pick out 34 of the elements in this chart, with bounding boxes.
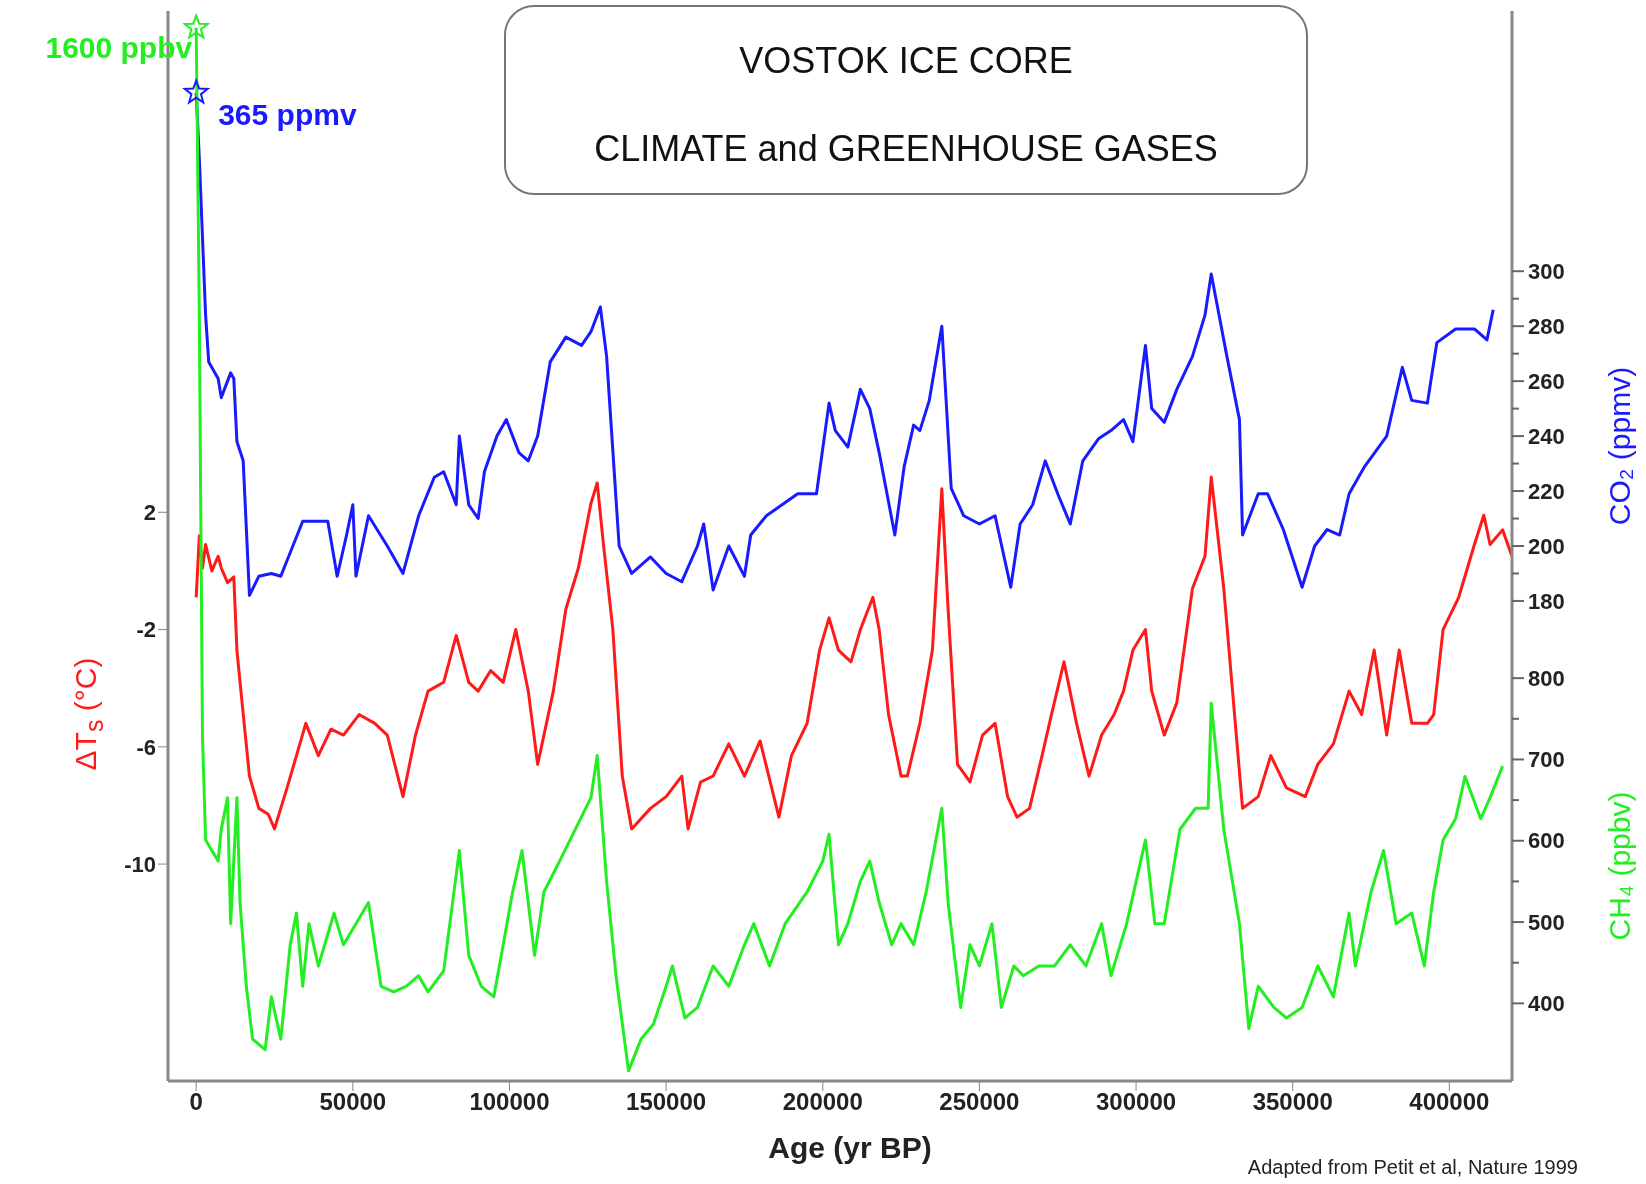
y2-tick-label: 300 — [1528, 258, 1565, 284]
x-axis-title: Age (yr BP) — [768, 1131, 932, 1165]
annotation: 365 ppmv — [218, 97, 357, 131]
x-tick-label: 350000 — [1252, 1088, 1333, 1116]
y2-tick-label: 200 — [1528, 533, 1565, 559]
text: Adapted from Petit et al, Nature 1999 — [1247, 1156, 1578, 1179]
y3-tick-label: 400 — [1528, 991, 1565, 1017]
y2-tick-label: 260 — [1528, 368, 1565, 394]
y-tick-label: -2 — [136, 617, 156, 643]
y3-tick-label: 500 — [1528, 909, 1565, 935]
line-series — [194, 475, 1512, 831]
y2-tick-label: 280 — [1528, 313, 1565, 339]
y2-tick-label: 220 — [1528, 478, 1565, 504]
y-tick-label: -10 — [124, 851, 156, 877]
x-tick-label: 300000 — [1096, 1088, 1177, 1116]
text: VOSTOK ICE CORE — [738, 40, 1074, 82]
y-tick-label: 2 — [143, 500, 156, 526]
x-tick-label: 250000 — [939, 1088, 1020, 1116]
x-tick-label: 100000 — [469, 1088, 550, 1116]
annotation: 1600 ppbv — [45, 30, 193, 64]
y2-tick-label: 240 — [1528, 423, 1565, 449]
x-tick-label: 0 — [189, 1088, 203, 1116]
x-tick-label: 50000 — [319, 1088, 387, 1116]
y3-tick-label: 700 — [1528, 747, 1565, 773]
y3-axis-title: CH₄ (ppbv) — [1603, 791, 1637, 941]
x-tick-label: 400000 — [1409, 1088, 1490, 1116]
x-tick-label: 200000 — [782, 1088, 863, 1116]
x-tick-label: 150000 — [626, 1088, 707, 1116]
y2-tick-label: 180 — [1528, 588, 1565, 614]
y3-tick-label: 800 — [1528, 665, 1565, 691]
y3-tick-label: 600 — [1528, 828, 1565, 854]
y2-axis-title: CO₂ (ppmv) — [1603, 366, 1637, 526]
text: CLIMATE and GREENHOUSE GASES — [593, 128, 1219, 170]
y-tick-label: -6 — [136, 734, 156, 760]
